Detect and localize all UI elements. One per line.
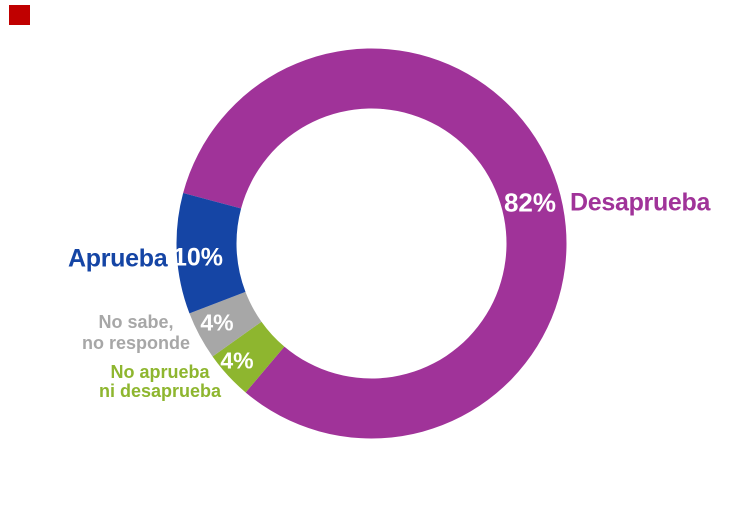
segment-value-desaprueba: 82%	[503, 187, 557, 218]
segment-label-no-sabe-line2: no responde	[81, 333, 191, 353]
segment-label-no-sabe: No sabe, no responde	[82, 312, 190, 354]
segment-value-no-sabe: 4%	[200, 309, 234, 336]
red-square-decoration	[9, 5, 30, 25]
segment-label-aprueba: Aprueba	[68, 244, 168, 273]
segment-label-no-aprueba-line2: ni desaprueba	[98, 381, 222, 401]
segment-label-no-aprueba: No aprueba ni desaprueba	[99, 363, 221, 401]
segment-label-no-sabe-line1: No sabe,	[98, 312, 174, 332]
donut-segment-no-sabe-no-responde	[189, 291, 262, 357]
donut-segment-no-aprueba-ni-desaprueba	[212, 321, 285, 393]
segment-value-aprueba: 10%	[172, 243, 224, 272]
segment-label-desaprueba: Desaprueba	[570, 188, 711, 217]
donut-segment-desaprueba	[183, 48, 567, 439]
segment-label-no-aprueba-line1: No aprueba	[110, 362, 210, 382]
donut-segment-aprueba	[176, 193, 246, 314]
segment-value-no-aprueba: 4%	[220, 347, 254, 374]
